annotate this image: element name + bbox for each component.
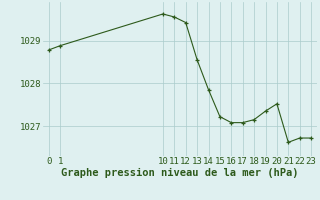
- X-axis label: Graphe pression niveau de la mer (hPa): Graphe pression niveau de la mer (hPa): [61, 168, 299, 178]
